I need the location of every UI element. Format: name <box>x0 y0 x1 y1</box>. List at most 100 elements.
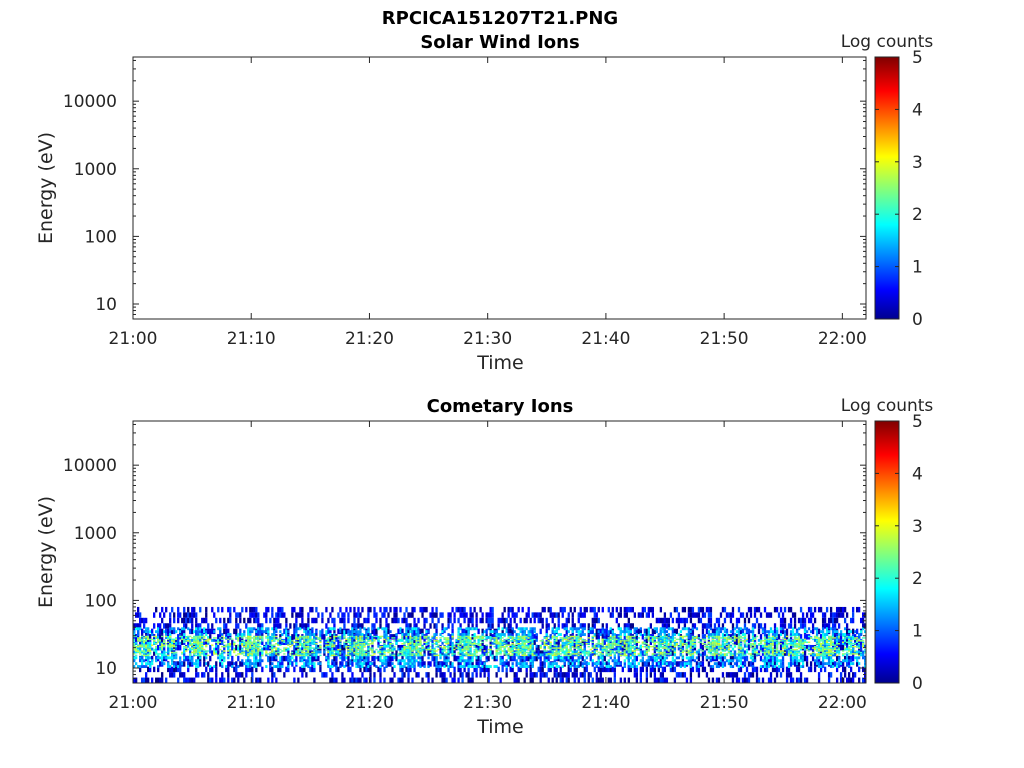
data-cell <box>667 650 671 652</box>
data-cell <box>507 644 510 646</box>
data-cell <box>579 653 582 657</box>
data-cell <box>133 653 136 655</box>
data-cell <box>193 638 196 641</box>
data-cell <box>255 666 258 673</box>
data-cell <box>279 638 282 642</box>
data-cell <box>479 617 482 624</box>
data-cell <box>615 643 618 645</box>
data-cell <box>545 634 548 640</box>
data-cell <box>463 633 466 637</box>
data-cell <box>213 653 216 655</box>
data-cell <box>415 653 418 655</box>
data-cell <box>641 634 644 640</box>
data-cell <box>459 661 462 667</box>
data-cell <box>427 677 430 683</box>
data-cell <box>567 648 570 651</box>
data-cell <box>623 641 626 644</box>
data-cell <box>221 606 224 613</box>
data-cell <box>573 627 576 631</box>
data-cell <box>551 654 554 657</box>
data-cell <box>457 666 460 673</box>
data-cell <box>193 650 196 652</box>
data-cell <box>581 630 584 634</box>
data-cell <box>551 617 554 624</box>
data-cell <box>571 655 574 662</box>
data-cell <box>591 638 594 641</box>
data-cell <box>629 662 632 666</box>
data-cell <box>247 665 250 668</box>
data-cell <box>411 648 414 651</box>
data-cell <box>305 659 308 663</box>
data-cell <box>171 653 174 657</box>
data-cell <box>437 654 440 657</box>
data-cell <box>261 666 264 673</box>
data-cell <box>141 635 144 638</box>
data-cell <box>165 636 168 639</box>
data-cell <box>201 644 204 646</box>
data-cell <box>583 606 586 613</box>
data-cell <box>637 612 640 618</box>
data-cell <box>133 640 136 642</box>
data-cell <box>547 639 550 645</box>
data-cell <box>655 650 659 652</box>
data-cell <box>545 623 548 629</box>
data-cell <box>469 638 472 641</box>
data-cell <box>209 638 212 641</box>
data-cell <box>515 648 518 651</box>
data-cell <box>627 653 630 657</box>
data-cell <box>547 650 550 654</box>
data-cell <box>345 638 348 641</box>
data-cell <box>507 648 510 651</box>
data-cell <box>387 637 390 639</box>
data-cell <box>631 638 634 642</box>
data-cell <box>299 638 302 642</box>
data-cell <box>509 666 512 673</box>
data-cell <box>609 677 612 683</box>
data-cell <box>279 638 282 641</box>
data-cell <box>337 666 340 673</box>
data-cell <box>137 623 140 629</box>
data-cell <box>529 648 532 651</box>
data-cell <box>529 641 532 645</box>
data-cell <box>269 638 272 642</box>
data-cell <box>315 643 318 645</box>
data-cell <box>555 665 558 668</box>
data-cell <box>619 677 622 683</box>
data-cell <box>653 643 657 645</box>
data-cell <box>637 653 640 655</box>
data-cell <box>253 606 256 613</box>
data-cell <box>523 653 526 655</box>
data-cell <box>175 653 178 657</box>
data-cell <box>319 637 322 639</box>
data-cell <box>607 633 610 637</box>
data-cell <box>567 637 570 639</box>
data-cell <box>379 665 382 668</box>
data-cell <box>193 662 196 666</box>
data-cell <box>595 665 598 668</box>
data-cell <box>383 659 386 663</box>
data-cell <box>369 633 372 637</box>
data-cell <box>405 653 408 655</box>
data-cell <box>301 606 304 613</box>
data-cell <box>251 643 254 645</box>
data-cell <box>301 650 304 652</box>
data-cell <box>611 633 614 637</box>
data-cell <box>357 645 360 648</box>
data-cell <box>471 672 474 678</box>
data-cell <box>663 651 667 654</box>
data-cell <box>237 647 240 651</box>
data-cell <box>295 638 298 641</box>
data-cell <box>541 672 544 678</box>
data-cell <box>255 635 258 638</box>
data-cell <box>405 636 408 639</box>
data-cell <box>645 654 648 657</box>
data-cell <box>413 662 416 666</box>
data-cell <box>403 647 406 649</box>
data-cell <box>605 644 608 648</box>
data-cell <box>359 643 362 645</box>
data-cell <box>391 655 394 662</box>
data-cell <box>423 641 426 644</box>
data-cell <box>489 617 492 624</box>
data-cell <box>599 672 602 678</box>
data-cell <box>585 606 588 613</box>
